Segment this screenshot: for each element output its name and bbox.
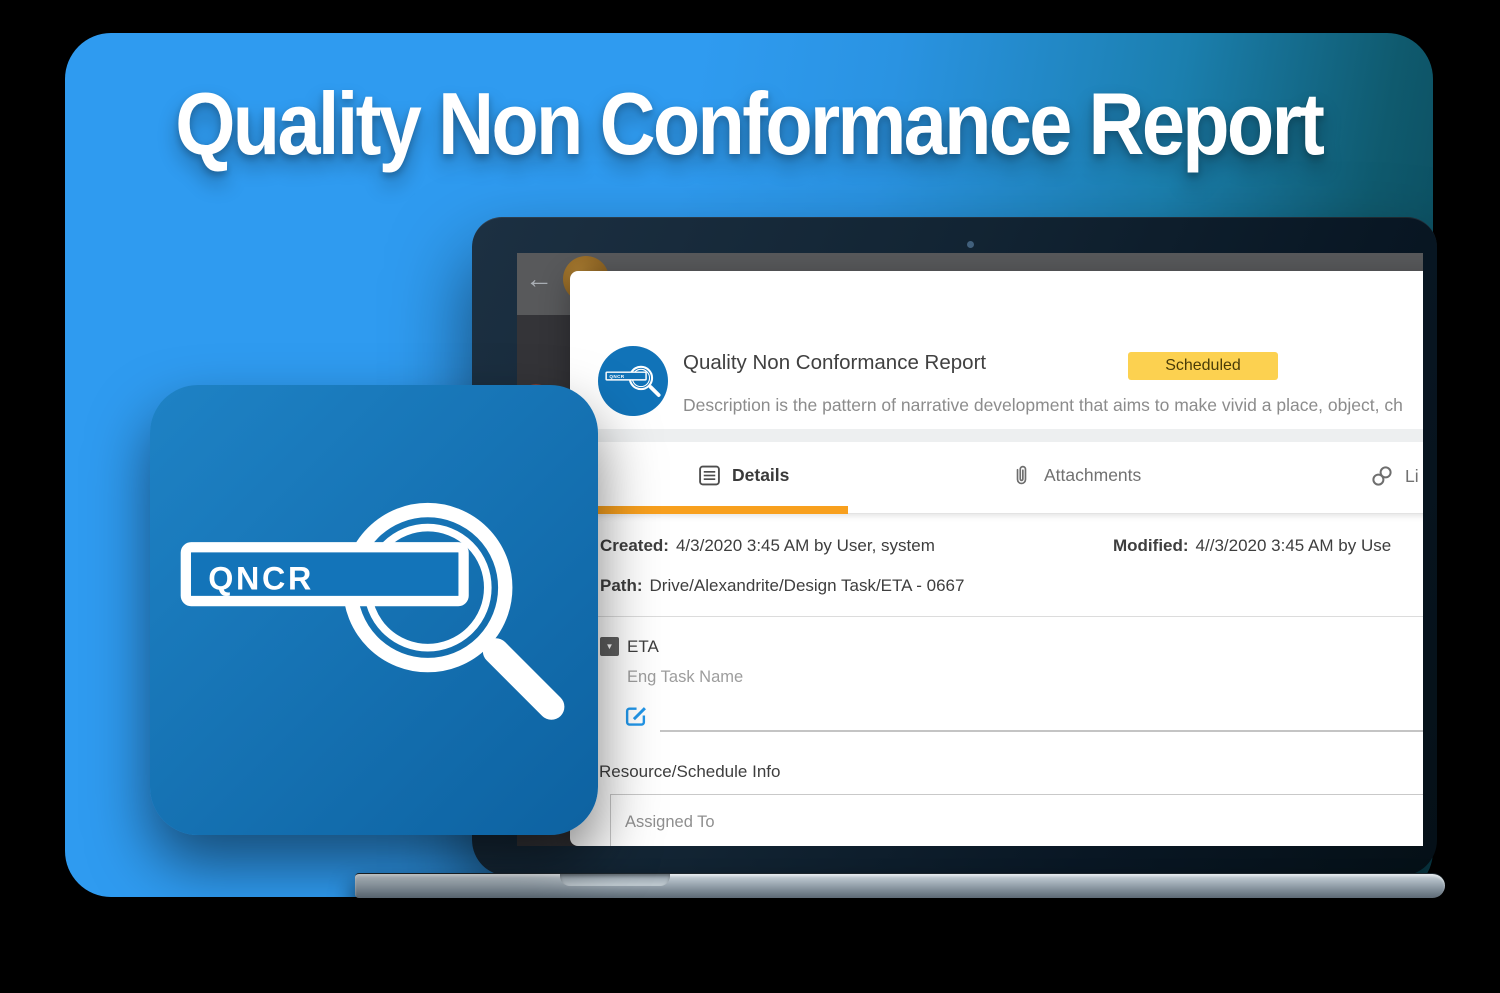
path-value: Drive/Alexandrite/Design Task/ETA - 0667: [649, 576, 965, 595]
qncr-logo-icon: QNCR: [605, 365, 661, 397]
modified-meta: Modified: 4//3/2020 3:45 AM by Use: [1113, 536, 1391, 556]
record-description: Description is the pattern of narrative …: [683, 395, 1403, 415]
details-icon: [698, 464, 721, 487]
path-label: Path:: [600, 576, 643, 595]
record-title: Quality Non Conformance Report: [683, 351, 987, 374]
modified-label: Modified:: [1113, 536, 1189, 555]
tab-details-label: Details: [732, 465, 790, 485]
created-label: Created:: [600, 536, 669, 555]
meta-divider: [570, 616, 1423, 617]
laptop-base: [355, 873, 1445, 898]
tab-bar: Details Attachments: [570, 442, 1423, 514]
svg-text:QNCR: QNCR: [208, 560, 314, 596]
hero-heading-text: Quality Non Conformance Report: [175, 74, 1325, 173]
created-value: 4/3/2020 3:45 AM by User, system: [675, 536, 935, 555]
record-card: QNCR Quality Non Conformance Report Sche…: [570, 271, 1423, 846]
svg-text:QNCR: QNCR: [609, 374, 624, 379]
back-button[interactable]: ←: [525, 263, 553, 294]
laptop-mockup: ← QNCR Quality Non Conformance Report Sc…: [472, 217, 1437, 876]
tab-attachments-label: Attachments: [1044, 465, 1142, 485]
collapse-toggle[interactable]: ▼: [600, 637, 619, 656]
laptop-base-notch: [560, 874, 670, 886]
qncr-record-icon: QNCR: [598, 346, 668, 416]
assigned-to-label: Assigned To: [625, 813, 715, 831]
tab-links[interactable]: Li: [1370, 464, 1419, 488]
eta-section-title: ETA: [627, 637, 659, 656]
created-meta: Created: 4/3/2020 3:45 AM by User, system: [600, 536, 935, 556]
tab-details[interactable]: Details: [698, 464, 789, 487]
active-tab-indicator: [570, 506, 848, 514]
assigned-to-field[interactable]: Assigned To: [610, 794, 1423, 846]
qncr-app-icon: QNCR: [150, 385, 598, 835]
eng-task-name-input[interactable]: [660, 730, 1423, 732]
paperclip-icon: [1010, 464, 1033, 487]
status-badge: Scheduled: [1128, 352, 1278, 380]
tab-links-label: Li: [1405, 465, 1419, 486]
qncr-logo-icon-large: QNCR: [180, 502, 565, 720]
eng-task-name-label: Eng Task Name: [627, 668, 744, 686]
path-meta: Path: Drive/Alexandrite/Design Task/ETA -…: [600, 576, 964, 596]
tab-attachments[interactable]: Attachments: [1010, 464, 1141, 487]
webcam-icon: [967, 241, 974, 248]
laptop-screen: ← QNCR Quality Non Conformance Report Sc…: [517, 253, 1423, 846]
link-icon: [1370, 464, 1394, 488]
section-gap: [570, 429, 1423, 442]
edit-button[interactable]: [624, 704, 647, 727]
hero-heading: Quality Non Conformance Report: [65, 80, 1433, 168]
resource-schedule-label: Resource/Schedule Info: [599, 762, 781, 781]
modified-value: 4//3/2020 3:45 AM by Use: [1195, 536, 1392, 555]
